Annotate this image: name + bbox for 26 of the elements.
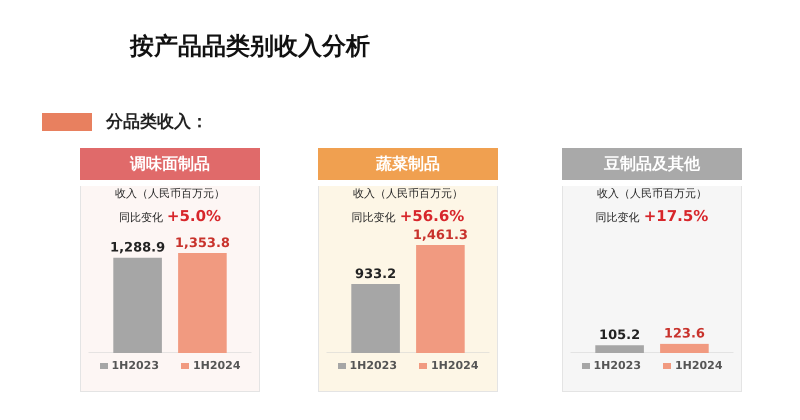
chart-title: 蔬菜制品: [318, 148, 498, 180]
legend-label: 1H2024: [675, 359, 722, 372]
text: 同比变化: [352, 210, 396, 225]
legend-label: 1H2023: [594, 359, 641, 372]
chart-subtitle: 收入（人民币百万元）: [114, 186, 226, 201]
data-label: 933.2: [355, 266, 396, 282]
data-label: 105.2: [599, 328, 640, 344]
chart-title: 豆制品及其他: [562, 148, 742, 180]
chart-title: 调味面制品: [80, 148, 260, 180]
text: 同比变化: [596, 210, 640, 225]
text: 同比变化: [118, 210, 163, 225]
chart-subtitle: 收入（人民币百万元）: [352, 186, 464, 201]
text: +17.5%: [644, 207, 708, 225]
text: +56.6%: [400, 207, 464, 225]
data-label: 1,353.8: [174, 236, 230, 251]
chart-subtitle: 收入（人民币百万元）: [596, 186, 708, 201]
text: +5.0%: [166, 207, 222, 225]
legend-label: 1H2023: [112, 359, 159, 372]
data-label: 123.6: [664, 326, 705, 342]
legend-label: 1H2024: [193, 359, 240, 372]
text: 分品类收入：: [106, 111, 208, 133]
legend-label: 1H2024: [431, 359, 478, 372]
text: 按产品品类别收入分析: [130, 31, 370, 62]
data-label: 1,461.3: [412, 228, 468, 243]
legend-label: 1H2023: [350, 359, 397, 372]
data-label: 1,288.9: [110, 240, 166, 256]
